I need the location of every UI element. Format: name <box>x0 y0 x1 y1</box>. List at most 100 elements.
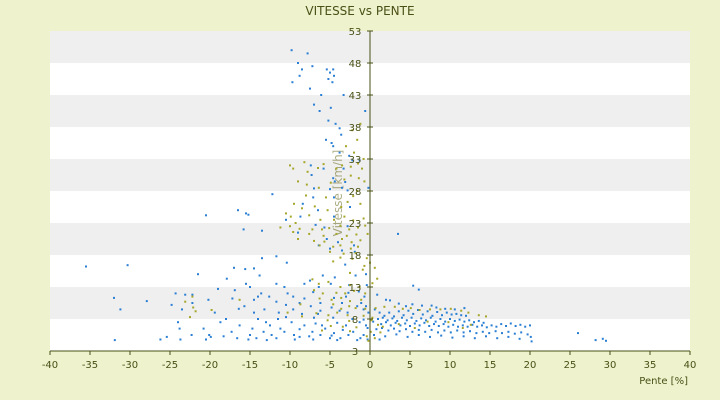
y-tick-label: 18 <box>349 251 362 262</box>
data-point <box>263 308 266 311</box>
data-point <box>119 308 122 311</box>
data-point <box>385 321 387 324</box>
data-point <box>305 194 307 197</box>
data-point <box>170 303 173 306</box>
data-point <box>330 306 333 309</box>
data-point <box>488 332 491 335</box>
data-point <box>524 325 527 328</box>
data-point <box>520 331 523 334</box>
data-point <box>261 229 263 232</box>
data-point <box>435 306 438 309</box>
data-point <box>332 303 335 306</box>
data-point <box>437 331 439 334</box>
data-point <box>420 317 423 320</box>
data-point <box>518 337 521 340</box>
data-point <box>342 252 345 255</box>
data-point <box>310 174 313 176</box>
data-point <box>301 312 303 315</box>
data-point <box>269 324 271 327</box>
data-point <box>323 240 326 243</box>
data-point <box>184 293 187 296</box>
data-point <box>345 145 347 148</box>
data-point <box>339 244 342 247</box>
data-point <box>159 338 162 341</box>
x-tick-label: -10 <box>282 360 298 371</box>
data-point <box>113 296 115 299</box>
data-point <box>366 338 369 341</box>
data-point <box>249 286 251 288</box>
data-point <box>319 309 322 312</box>
data-point <box>230 330 233 333</box>
data-point <box>325 138 327 141</box>
data-point <box>366 327 369 329</box>
data-point <box>308 214 311 217</box>
data-point <box>421 313 424 316</box>
data-point <box>190 334 193 336</box>
data-point <box>445 311 448 314</box>
data-point <box>352 330 355 333</box>
data-point <box>482 321 485 324</box>
data-point <box>329 282 332 285</box>
data-point <box>312 291 315 294</box>
data-point <box>332 177 335 180</box>
data-point <box>265 321 267 324</box>
data-point <box>329 106 332 109</box>
data-point <box>271 193 274 196</box>
data-point <box>321 228 323 231</box>
data-point <box>463 320 466 323</box>
data-point <box>335 232 338 235</box>
data-point <box>365 305 367 308</box>
data-point <box>247 338 250 341</box>
data-point <box>401 316 403 319</box>
x-tick-label: 10 <box>444 360 457 371</box>
data-point <box>145 300 148 303</box>
data-point <box>253 311 255 314</box>
data-point <box>341 328 344 331</box>
data-point <box>333 218 335 221</box>
data-point <box>277 318 279 320</box>
x-tick-label: 20 <box>524 360 537 371</box>
data-point <box>317 186 320 189</box>
data-point <box>205 214 207 217</box>
x-tick-label: 5 <box>407 360 413 371</box>
data-point <box>378 338 381 341</box>
data-point <box>349 165 352 168</box>
data-point <box>431 314 434 317</box>
data-point <box>424 330 427 333</box>
data-point <box>456 329 459 332</box>
data-point <box>343 178 346 181</box>
data-point <box>329 188 331 191</box>
x-tick-label: 15 <box>484 360 497 371</box>
data-point <box>293 338 296 341</box>
data-point <box>389 324 392 327</box>
y-tick-label: 23 <box>349 219 362 230</box>
data-point <box>465 314 467 317</box>
data-point <box>231 297 234 300</box>
data-point <box>313 289 315 292</box>
data-point <box>358 159 361 162</box>
data-point <box>318 297 321 300</box>
data-point <box>463 307 466 310</box>
data-point <box>409 325 411 327</box>
data-point <box>341 164 343 167</box>
data-point <box>340 296 343 299</box>
data-point <box>453 308 456 311</box>
data-point <box>225 318 227 320</box>
y-tick-label: 28 <box>349 187 362 198</box>
data-point <box>367 311 370 314</box>
data-point <box>429 308 431 311</box>
data-point <box>605 339 607 342</box>
data-point <box>407 309 410 312</box>
data-point <box>314 223 317 226</box>
data-point <box>385 298 387 301</box>
data-point <box>165 335 168 338</box>
data-point <box>476 325 479 328</box>
data-point <box>500 323 503 326</box>
data-point <box>341 186 343 189</box>
data-point <box>373 334 375 336</box>
data-point <box>363 264 366 267</box>
data-point <box>321 274 324 277</box>
data-point <box>351 257 354 260</box>
data-point <box>360 298 363 301</box>
